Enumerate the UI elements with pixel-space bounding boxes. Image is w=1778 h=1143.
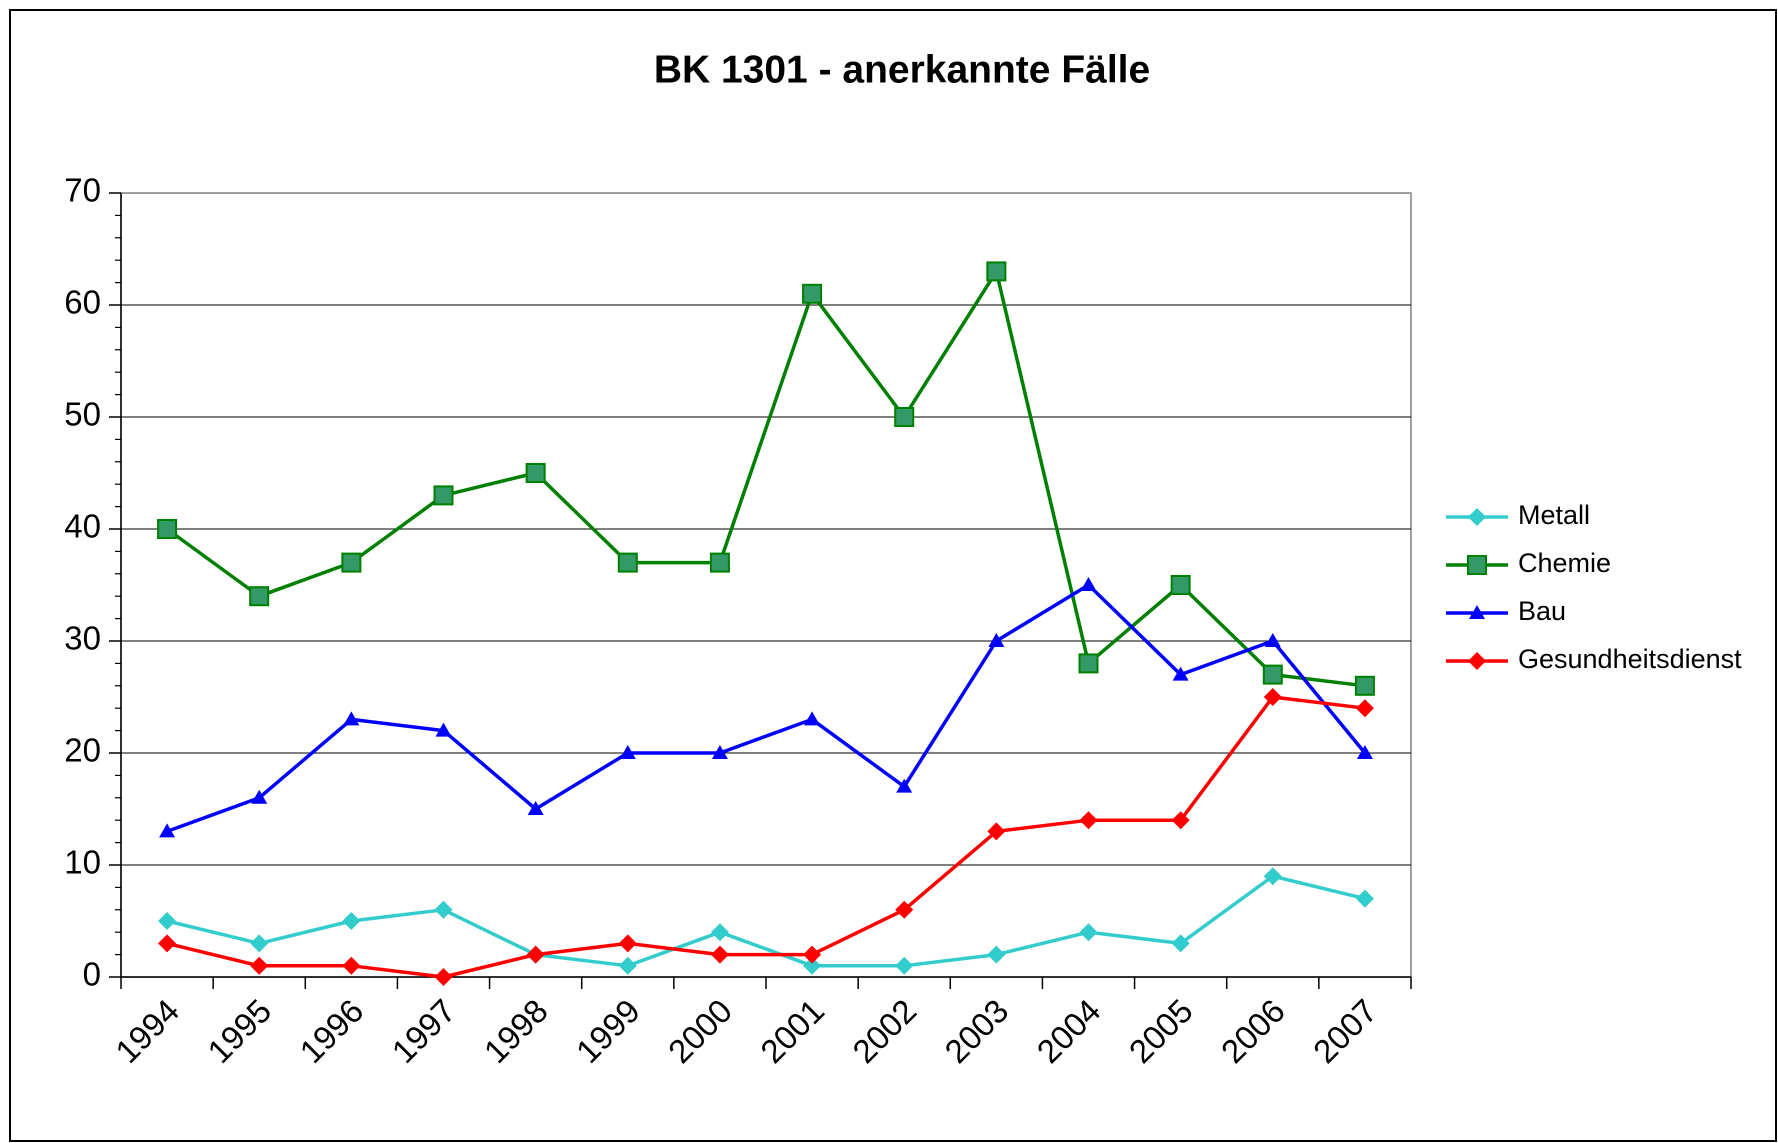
data-point	[1356, 745, 1373, 759]
data-point	[157, 519, 178, 539]
data-point	[618, 934, 637, 953]
legend-label: Bau	[1518, 596, 1566, 626]
data-point	[250, 956, 269, 975]
data-point	[1355, 699, 1374, 718]
data-point	[1080, 577, 1097, 591]
data-point	[895, 900, 914, 919]
data-point	[527, 801, 544, 815]
data-point	[342, 912, 361, 930]
data-point	[988, 633, 1005, 647]
data-point	[619, 745, 636, 759]
data-point	[1263, 867, 1282, 886]
data-point	[1264, 633, 1281, 647]
data-point	[341, 552, 362, 573]
series-line	[166, 583, 1367, 834]
legend-marker	[1467, 555, 1487, 575]
series-line	[166, 695, 1366, 979]
data-point	[987, 822, 1006, 841]
legend-marker	[1469, 605, 1485, 619]
legend-marker	[1468, 508, 1486, 526]
data-point	[433, 485, 454, 506]
legend-label: Metall	[1518, 500, 1590, 530]
data-point	[250, 934, 269, 953]
data-point	[803, 956, 822, 975]
legend-marker	[1468, 652, 1486, 670]
data-point	[618, 956, 637, 975]
data-point	[526, 945, 545, 964]
y-tick-label: 0	[83, 956, 101, 993]
data-point	[158, 912, 177, 930]
chart-title: BK 1301 - anerkannte Fälle	[654, 48, 1150, 91]
data-point	[710, 945, 729, 964]
data-point	[249, 586, 270, 607]
data-point	[251, 789, 268, 804]
data-point	[802, 283, 823, 304]
data-point	[1171, 934, 1190, 953]
data-point	[1172, 666, 1189, 681]
series-line	[166, 269, 1366, 688]
y-tick-label: 70	[64, 172, 101, 209]
legend-label: Chemie	[1518, 548, 1611, 578]
y-tick-label: 40	[64, 508, 101, 545]
data-point	[158, 934, 177, 953]
data-point	[435, 722, 452, 737]
data-point	[617, 552, 638, 573]
y-tick-label: 20	[64, 732, 101, 769]
data-point	[1263, 688, 1282, 706]
data-point	[434, 900, 453, 919]
data-point	[894, 407, 915, 427]
data-point	[895, 956, 914, 975]
data-point	[709, 552, 730, 573]
data-point	[434, 968, 453, 986]
data-point	[1171, 811, 1190, 830]
plot-area	[120, 192, 1412, 978]
data-point	[159, 823, 176, 838]
data-point	[987, 945, 1006, 964]
data-point	[1079, 811, 1098, 830]
data-point	[525, 463, 546, 483]
y-tick-label: 60	[64, 284, 101, 321]
series-line	[166, 874, 1366, 968]
data-point	[1355, 889, 1374, 908]
data-point	[1170, 575, 1191, 595]
legend-label: Gesundheitsdienst	[1518, 644, 1742, 674]
y-tick-label: 50	[64, 396, 101, 433]
data-point	[710, 923, 729, 942]
data-point	[343, 711, 360, 726]
data-point	[1262, 664, 1283, 685]
data-point	[1078, 653, 1099, 674]
data-point	[1079, 923, 1098, 942]
data-point	[711, 745, 728, 759]
data-point	[1354, 675, 1375, 696]
y-tick-label: 30	[64, 620, 101, 657]
data-point	[342, 956, 361, 975]
data-point	[803, 945, 822, 964]
y-tick-label: 10	[64, 844, 101, 881]
data-point	[804, 711, 821, 726]
data-point	[986, 261, 1007, 282]
data-point	[896, 778, 913, 793]
